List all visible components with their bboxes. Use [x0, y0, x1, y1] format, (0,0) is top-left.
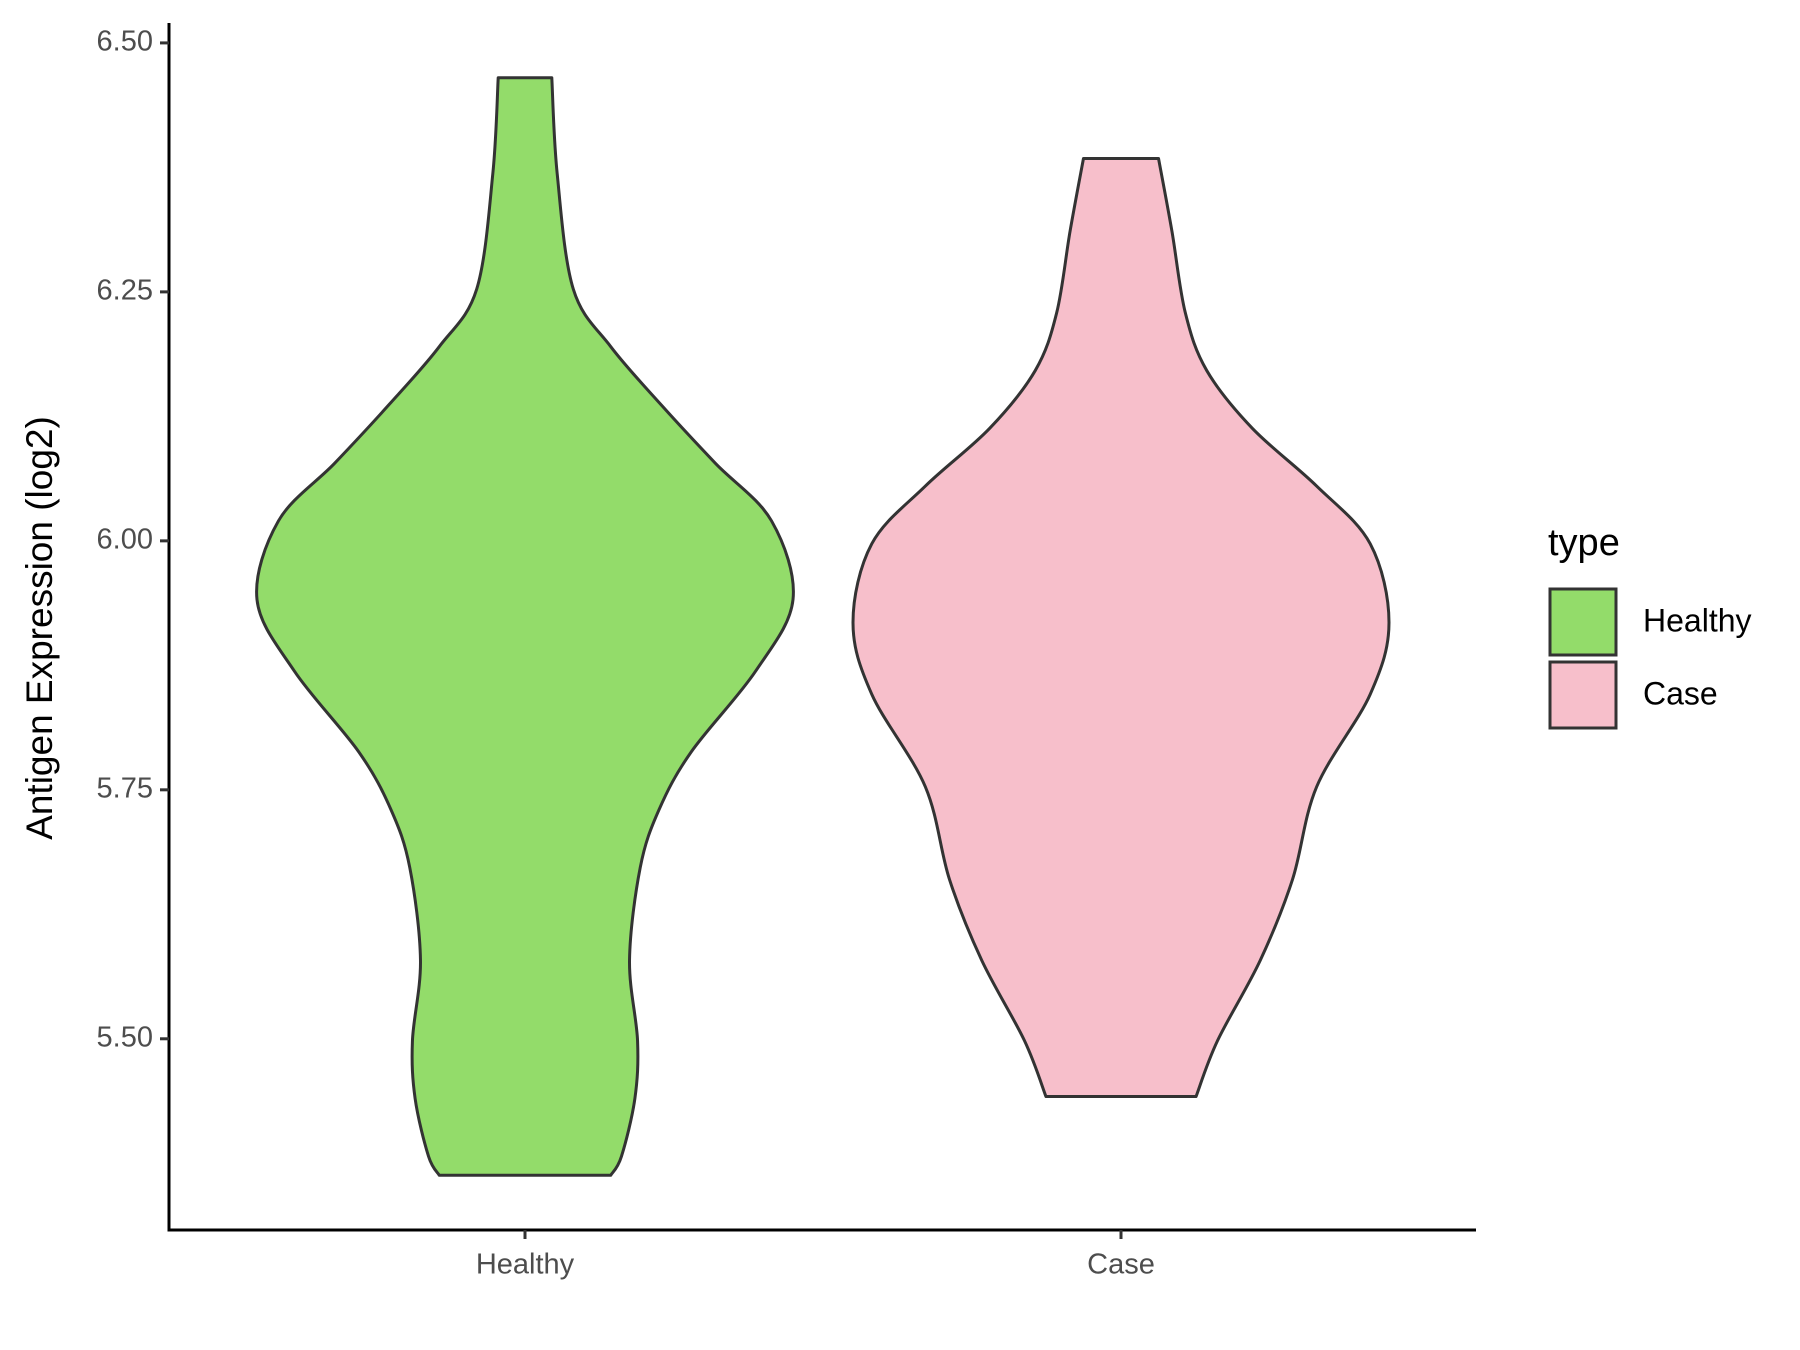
y-tick-label: 5.50 — [97, 1021, 153, 1053]
y-axis-title: Antigen Expression (log2) — [19, 416, 60, 840]
y-tick-label: 5.75 — [97, 772, 153, 804]
violin — [255, 76, 795, 1177]
legend-label: Case — [1643, 675, 1718, 711]
legend-label: Healthy — [1643, 602, 1752, 638]
y-tick-label: 6.00 — [97, 524, 153, 556]
y-tick-label: 6.50 — [97, 26, 153, 58]
violin — [851, 156, 1391, 1099]
legend-key — [1548, 587, 1618, 657]
legend-key — [1548, 660, 1618, 730]
y-tick-label: 6.25 — [97, 275, 153, 307]
x-tick-label: Healthy — [476, 1249, 575, 1281]
x-tick-label: Case — [1087, 1249, 1155, 1281]
legend-title: type — [1548, 522, 1620, 564]
